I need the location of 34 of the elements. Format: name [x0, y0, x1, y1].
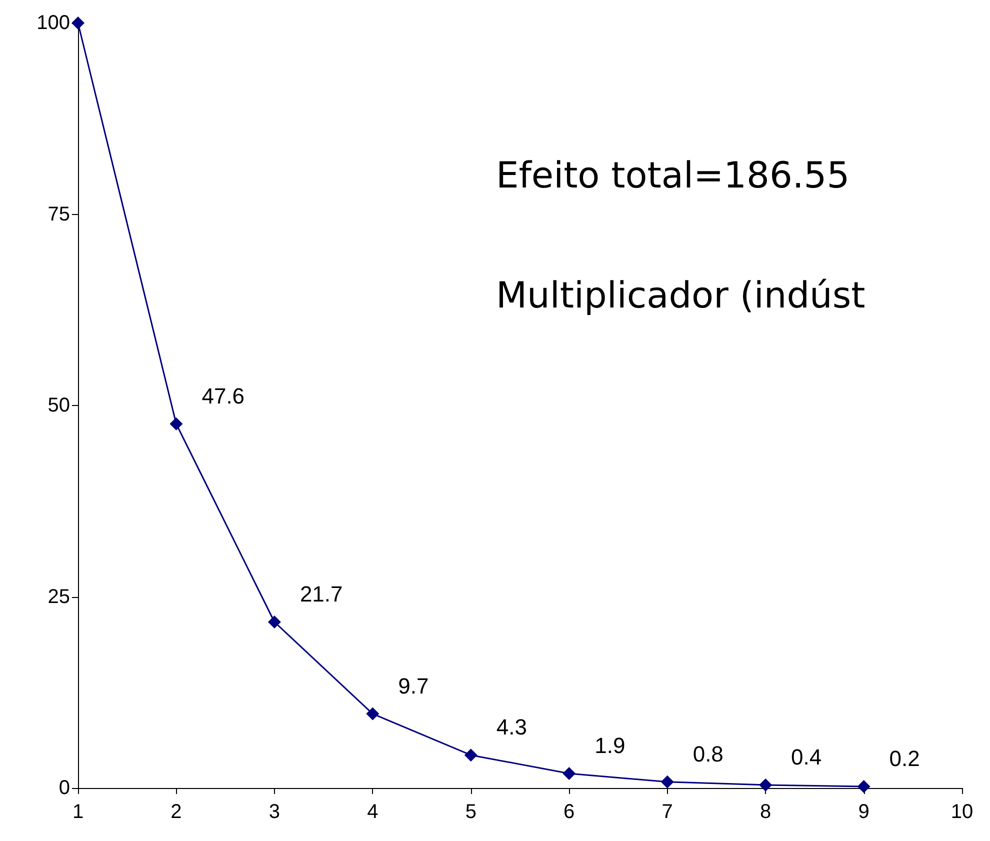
y-tick-label: 25	[48, 586, 70, 608]
y-tick-label: 100	[36, 12, 70, 34]
y-tick-label: 0	[58, 777, 70, 799]
data-label: 0.2	[889, 746, 920, 771]
annotation: Multiplicador (indúst	[496, 276, 866, 316]
x-tick-label: 6	[564, 801, 575, 823]
x-tick-label: 3	[268, 801, 280, 823]
data-label: 0.8	[692, 741, 724, 766]
x-tick-label: 5	[465, 801, 476, 823]
x-tick-label: 10	[950, 801, 974, 823]
x-tick-label: 8	[760, 801, 772, 823]
data-label: 1.9	[594, 732, 626, 758]
x-tick-label: 2	[170, 801, 182, 823]
data-label: 4.3	[496, 714, 527, 740]
point	[366, 707, 380, 720]
data-label: 9.7	[398, 673, 429, 698]
point	[660, 775, 674, 788]
y-tick-label: 75	[48, 203, 70, 226]
x-tick-label: 7	[662, 801, 673, 823]
point	[464, 748, 478, 762]
x-tick-label: 4	[367, 801, 378, 823]
point	[72, 16, 84, 30]
annotation: Efeito total=186.55	[496, 156, 850, 196]
data-label: 0.4	[791, 744, 822, 770]
x-tick-label: 9	[858, 801, 870, 823]
point	[268, 615, 281, 628]
data-label: 47.6	[202, 383, 245, 408]
x-tick-label: 1	[72, 801, 84, 823]
point	[170, 417, 183, 430]
point	[562, 766, 576, 780]
data-label: 21.7	[300, 581, 343, 606]
point	[857, 780, 870, 793]
point	[759, 778, 772, 792]
y-tick-label: 50	[48, 394, 70, 416]
